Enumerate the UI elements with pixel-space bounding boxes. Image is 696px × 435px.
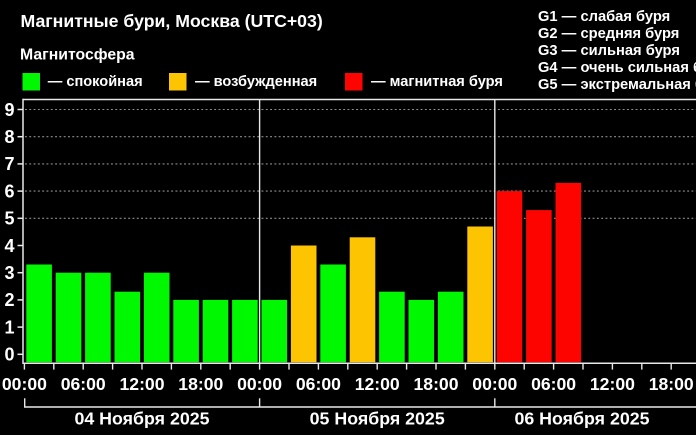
svg-text:06:00: 06:00	[296, 374, 341, 394]
svg-text:18:00: 18:00	[178, 374, 223, 394]
svg-text:— спокойная: — спокойная	[48, 74, 143, 90]
svg-text:G3 — сильная буря: G3 — сильная буря	[538, 43, 680, 59]
svg-text:18:00: 18:00	[414, 374, 459, 394]
svg-text:G4 — очень сильная буря: G4 — очень сильная буря	[538, 60, 696, 76]
svg-text:0: 0	[4, 345, 14, 365]
svg-text:8: 8	[4, 127, 14, 147]
svg-text:3: 3	[4, 263, 14, 283]
svg-text:12:00: 12:00	[120, 374, 165, 394]
svg-text:00:00: 00:00	[237, 374, 282, 394]
svg-text:— магнитная буря: — магнитная буря	[371, 74, 503, 90]
svg-text:5: 5	[4, 209, 14, 229]
svg-text:18:00: 18:00	[649, 374, 694, 394]
svg-text:9: 9	[4, 100, 14, 120]
svg-text:6: 6	[4, 181, 14, 201]
svg-text:G1 — слабая буря: G1 — слабая буря	[538, 9, 670, 25]
svg-text:06:00: 06:00	[61, 374, 106, 394]
svg-text:Магнитные бури, Москва (UTC+03: Магнитные бури, Москва (UTC+03)	[21, 11, 323, 31]
svg-text:00:00: 00:00	[472, 374, 517, 394]
svg-text:1: 1	[4, 317, 14, 337]
svg-text:— возбужденная: — возбужденная	[195, 74, 317, 90]
svg-text:4: 4	[4, 236, 14, 256]
svg-text:G5 — экстремальная буря: G5 — экстремальная буря	[538, 77, 696, 93]
svg-text:2: 2	[4, 290, 14, 310]
svg-text:06 Ноября 2025: 06 Ноября 2025	[514, 408, 649, 428]
svg-text:7: 7	[4, 154, 14, 174]
svg-text:00:00: 00:00	[2, 374, 47, 394]
svg-text:Магнитосфера: Магнитосфера	[20, 46, 135, 63]
svg-text:12:00: 12:00	[355, 374, 400, 394]
svg-text:12:00: 12:00	[590, 374, 635, 394]
svg-text:G2 — средняя буря: G2 — средняя буря	[538, 26, 679, 42]
svg-text:06:00: 06:00	[531, 374, 576, 394]
svg-text:05 Ноября 2025: 05 Ноября 2025	[310, 408, 445, 428]
svg-text:04 Ноября 2025: 04 Ноября 2025	[74, 408, 209, 428]
